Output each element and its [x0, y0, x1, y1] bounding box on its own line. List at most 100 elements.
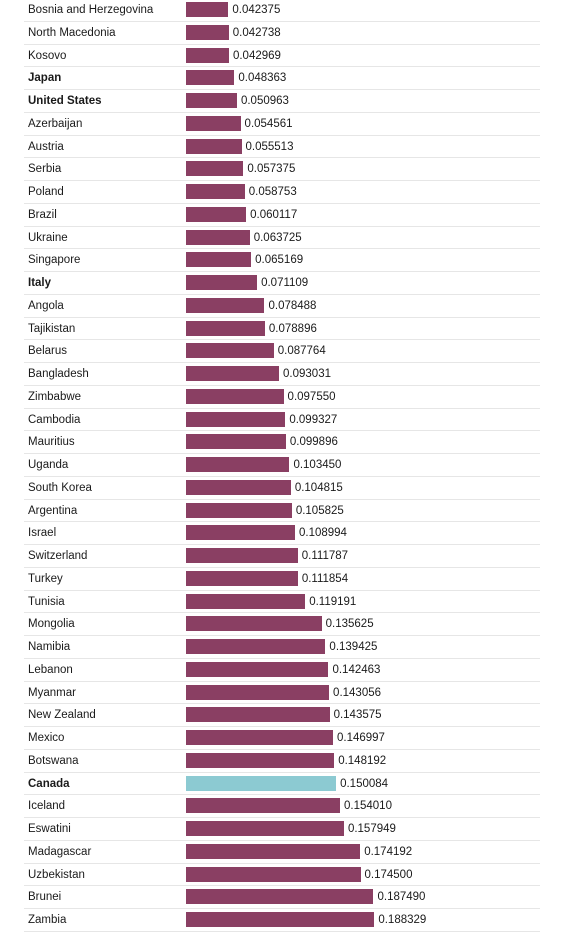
- value-label: 0.063725: [253, 231, 302, 244]
- bar: [186, 752, 335, 768]
- bar: [186, 434, 286, 450]
- bar-row: Austria 0.055513: [24, 136, 540, 159]
- value-label: 0.042738: [232, 26, 281, 39]
- bar-row: Mongolia 0.135625: [24, 613, 540, 636]
- bar: [186, 548, 298, 563]
- bar: [186, 639, 326, 654]
- category-label: Turkey: [28, 572, 63, 585]
- value-label: 0.187490: [377, 891, 426, 904]
- bar: [186, 843, 361, 859]
- bar-row: Madagascar 0.174192: [24, 841, 540, 864]
- value-label: 0.060117: [250, 208, 298, 221]
- bar-row: Myanmar 0.143056: [24, 682, 540, 705]
- bar: [186, 570, 298, 586]
- bar-row: Switzerland 0.111787: [24, 545, 540, 568]
- bar-row: New Zealand 0.143575: [24, 704, 540, 727]
- value-label: 0.188329: [378, 914, 427, 926]
- bar: [186, 457, 290, 472]
- category-label: Italy: [28, 277, 52, 289]
- bar-row: Bangladesh 0.093031: [24, 363, 540, 386]
- category-label: Zambia: [28, 914, 67, 926]
- value-label: 0.174192: [364, 845, 413, 858]
- bar: [186, 252, 252, 268]
- category-label: Poland: [28, 186, 64, 198]
- bar-row: Uganda 0.103450: [24, 454, 540, 477]
- category-label: Uganda: [28, 459, 69, 471]
- category-label: Zimbabwe: [28, 390, 82, 403]
- value-label: 0.078488: [268, 299, 317, 312]
- category-label: South Korea: [28, 481, 92, 494]
- bar-row: Uzbekistan 0.174500: [24, 864, 540, 887]
- bar-row: Eswatini 0.157949: [24, 818, 540, 841]
- bar: [186, 866, 361, 882]
- category-label: Israel: [28, 527, 57, 540]
- bar-row: Belarus 0.087764: [24, 340, 540, 363]
- bar-row: Brunei 0.187490: [24, 886, 540, 909]
- bar: [186, 2, 229, 17]
- bar-row: Iceland 0.154010: [24, 795, 540, 818]
- bar-row: Turkey 0.111854: [24, 568, 540, 591]
- bar: [186, 411, 286, 427]
- bar: [186, 525, 295, 541]
- value-label: 0.057375: [247, 163, 296, 176]
- bar: [186, 479, 291, 495]
- value-label: 0.154010: [344, 800, 392, 813]
- value-label: 0.078896: [268, 322, 317, 335]
- category-label: Botswana: [28, 754, 79, 767]
- category-label: Kosovo: [28, 49, 67, 62]
- category-label: Singapore: [28, 254, 81, 267]
- category-label: Bosnia and Herzegovina: [28, 4, 154, 16]
- bar-row: Mauritius 0.099896: [24, 431, 540, 454]
- category-label: Namibia: [28, 641, 71, 653]
- bar: [186, 366, 280, 381]
- bar: [186, 343, 274, 359]
- bar-row: Azerbaijan 0.054561: [24, 113, 540, 136]
- value-label: 0.150084: [340, 777, 389, 790]
- bar-row: Serbia 0.057375: [24, 158, 540, 181]
- category-label: Eswatini: [28, 823, 71, 835]
- bar-row: Bosnia and Herzegovina 0.042375: [24, 0, 540, 22]
- bar: [186, 275, 258, 290]
- bar-row: Singapore 0.065169: [24, 249, 540, 272]
- value-label: 0.104815: [294, 481, 343, 494]
- bar: [186, 684, 330, 700]
- value-label: 0.135625: [325, 618, 374, 631]
- bar: [186, 593, 306, 609]
- category-label: Bangladesh: [28, 368, 89, 380]
- category-label: Ukraine: [28, 231, 68, 244]
- category-label: Belarus: [28, 345, 67, 358]
- bar: [186, 798, 340, 814]
- category-label: Lebanon: [28, 663, 73, 676]
- bar: [186, 889, 374, 905]
- bar: [186, 161, 244, 177]
- category-label: Tajikistan: [28, 322, 76, 335]
- bar-row: Botswana 0.148192: [24, 750, 540, 773]
- bar-row: Kosovo 0.042969: [24, 45, 540, 68]
- value-label: 0.148192: [338, 754, 387, 767]
- bar-row: Tunisia 0.119191: [24, 591, 540, 614]
- bar-row: Brazil 0.060117: [24, 204, 540, 227]
- value-label: 0.058753: [248, 186, 297, 198]
- bar: [186, 24, 229, 40]
- category-label: Uzbekistan: [28, 868, 85, 881]
- bar-row: Zimbabwe 0.097550: [24, 386, 540, 409]
- bar-row: Cambodia 0.099327: [24, 409, 540, 432]
- value-label: 0.042375: [232, 4, 281, 16]
- bar-row: South Korea 0.104815: [24, 477, 540, 500]
- category-label: Serbia: [28, 163, 62, 176]
- value-label: 0.097550: [287, 390, 336, 403]
- category-label: Mongolia: [28, 618, 75, 631]
- value-label: 0.099896: [289, 436, 338, 449]
- bar: [186, 138, 242, 154]
- category-label: Madagascar: [28, 845, 92, 858]
- bar: [186, 93, 237, 108]
- value-label: 0.103450: [293, 459, 342, 471]
- value-label: 0.174500: [364, 868, 413, 881]
- bar: [186, 502, 292, 518]
- value-label: 0.105825: [295, 504, 344, 517]
- bar-row: Italy 0.071109: [24, 272, 540, 295]
- bar-row: Argentina 0.105825: [24, 500, 540, 523]
- value-label: 0.048363: [238, 72, 287, 85]
- category-label: Austria: [28, 140, 64, 153]
